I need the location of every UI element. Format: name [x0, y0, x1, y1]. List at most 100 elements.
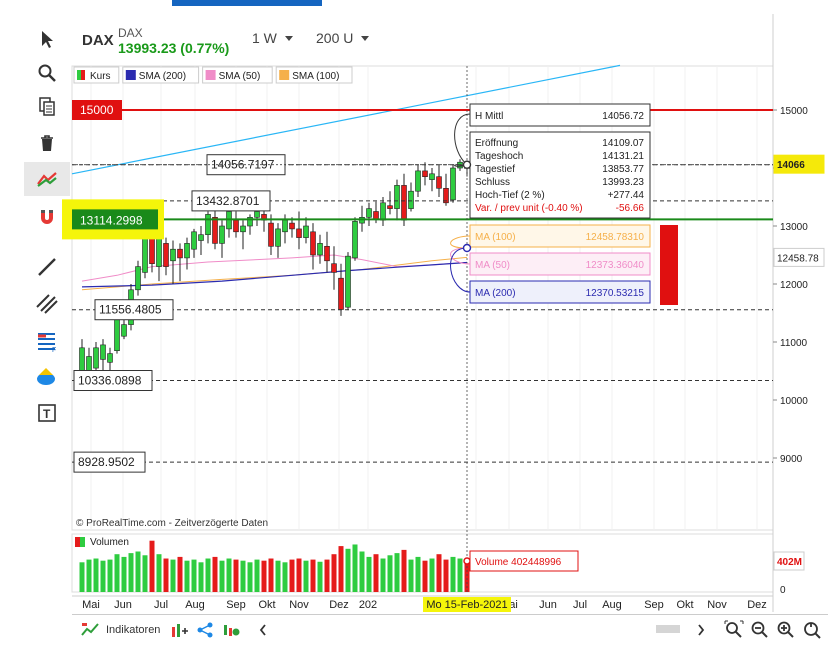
- candle[interactable]: [93, 347, 99, 369]
- candle[interactable]: [401, 185, 407, 221]
- volume-bar[interactable]: [457, 558, 463, 592]
- volume-bar[interactable]: [429, 558, 435, 592]
- candle[interactable]: [198, 234, 204, 241]
- volume-bar[interactable]: [415, 556, 421, 592]
- volume-bar[interactable]: [240, 560, 246, 592]
- candle[interactable]: [254, 211, 260, 218]
- volume-bar[interactable]: [254, 559, 260, 592]
- volume-bar[interactable]: [247, 562, 253, 592]
- legend-item[interactable]: [202, 66, 273, 84]
- volume-bar[interactable]: [387, 555, 393, 592]
- trend-line[interactable]: [71, 64, 621, 175]
- candle[interactable]: [380, 202, 386, 221]
- zoom-reset-icon[interactable]: [802, 620, 822, 643]
- volume-bar[interactable]: [380, 558, 386, 592]
- candle[interactable]: [240, 225, 246, 233]
- candle[interactable]: [366, 208, 372, 218]
- scroll-right-icon[interactable]: [696, 623, 706, 640]
- volume-bar[interactable]: [401, 549, 407, 592]
- share-icon[interactable]: [196, 621, 214, 642]
- copy-icon[interactable]: [24, 90, 70, 124]
- volume-bar[interactable]: [359, 551, 365, 593]
- text-icon[interactable]: T: [24, 396, 70, 430]
- candle[interactable]: [247, 217, 253, 227]
- candle[interactable]: [268, 222, 274, 247]
- shapes-icon[interactable]: [24, 360, 70, 394]
- candle[interactable]: [450, 167, 456, 201]
- volume-bar[interactable]: [142, 555, 148, 592]
- volume-bar[interactable]: [219, 560, 225, 592]
- scroll-left-icon[interactable]: [258, 623, 268, 640]
- candle[interactable]: [345, 255, 351, 308]
- volume-bar[interactable]: [184, 560, 190, 592]
- volume-bar[interactable]: [149, 540, 155, 592]
- volume-bar[interactable]: [205, 558, 211, 592]
- candle[interactable]: [443, 188, 449, 204]
- volume-bar[interactable]: [100, 560, 106, 592]
- volume-bar[interactable]: [212, 556, 218, 592]
- fibonacci-icon[interactable]: F: [24, 324, 70, 358]
- volume-bar[interactable]: [275, 560, 281, 592]
- candle[interactable]: [191, 231, 197, 250]
- volume-bar[interactable]: [233, 559, 239, 592]
- volume-bar[interactable]: [464, 560, 470, 592]
- chart-type-icon[interactable]: [24, 162, 70, 196]
- candle[interactable]: [303, 225, 309, 238]
- volume-bar[interactable]: [450, 556, 456, 592]
- volume-bar[interactable]: [352, 544, 358, 592]
- candle[interactable]: [114, 315, 120, 351]
- volume-bar[interactable]: [443, 559, 449, 592]
- units-dropdown[interactable]: 200 U: [316, 30, 370, 46]
- candle[interactable]: [394, 185, 400, 209]
- candle[interactable]: [415, 170, 421, 192]
- candle[interactable]: [121, 324, 127, 337]
- volume-bar[interactable]: [345, 548, 351, 592]
- sma-200-line[interactable]: [81, 261, 468, 288]
- volume-bar[interactable]: [394, 553, 400, 592]
- magnet-icon[interactable]: [24, 200, 70, 234]
- volume-bar[interactable]: [79, 562, 85, 592]
- candle[interactable]: [275, 228, 281, 247]
- volume-bar[interactable]: [226, 558, 232, 592]
- volume-bar[interactable]: [107, 559, 113, 592]
- trash-icon[interactable]: [24, 126, 70, 160]
- candle[interactable]: [338, 277, 344, 310]
- volume-bar[interactable]: [366, 556, 372, 592]
- volume-bar[interactable]: [135, 551, 141, 593]
- legend-item[interactable]: [275, 66, 353, 84]
- candle[interactable]: [135, 266, 141, 291]
- volume-bar[interactable]: [422, 560, 428, 592]
- candle[interactable]: [184, 243, 190, 259]
- volume-bar[interactable]: [163, 558, 169, 592]
- line-icon[interactable]: [24, 250, 70, 284]
- candle[interactable]: [163, 243, 169, 267]
- volume-bar[interactable]: [268, 558, 274, 592]
- candle[interactable]: [352, 221, 358, 259]
- candle[interactable]: [408, 190, 414, 209]
- period-dropdown[interactable]: 1 W: [252, 30, 293, 46]
- candle[interactable]: [282, 219, 288, 233]
- cursor-icon[interactable]: [24, 22, 70, 56]
- scrollbar-thumb[interactable]: [656, 625, 680, 633]
- add-indicator-icon[interactable]: [170, 621, 188, 642]
- candle[interactable]: [373, 211, 379, 220]
- zoom-in-icon[interactable]: [776, 620, 796, 643]
- zoom-area-icon[interactable]: [724, 620, 744, 643]
- candle[interactable]: [387, 205, 393, 209]
- candle[interactable]: [107, 353, 113, 363]
- volume-bar[interactable]: [282, 562, 288, 592]
- volume-bar[interactable]: [198, 562, 204, 592]
- candle[interactable]: [331, 263, 337, 273]
- candle[interactable]: [233, 219, 239, 233]
- volume-bar[interactable]: [331, 554, 337, 592]
- volume-bar[interactable]: [317, 561, 323, 592]
- instrument-name[interactable]: DAX: [82, 32, 114, 49]
- candle[interactable]: [296, 228, 302, 238]
- candle[interactable]: [212, 217, 218, 244]
- volume-bar[interactable]: [86, 559, 92, 592]
- volume-bar[interactable]: [177, 556, 183, 592]
- volume-bar[interactable]: [191, 559, 197, 592]
- candle[interactable]: [219, 225, 225, 244]
- volume-bar[interactable]: [436, 554, 442, 592]
